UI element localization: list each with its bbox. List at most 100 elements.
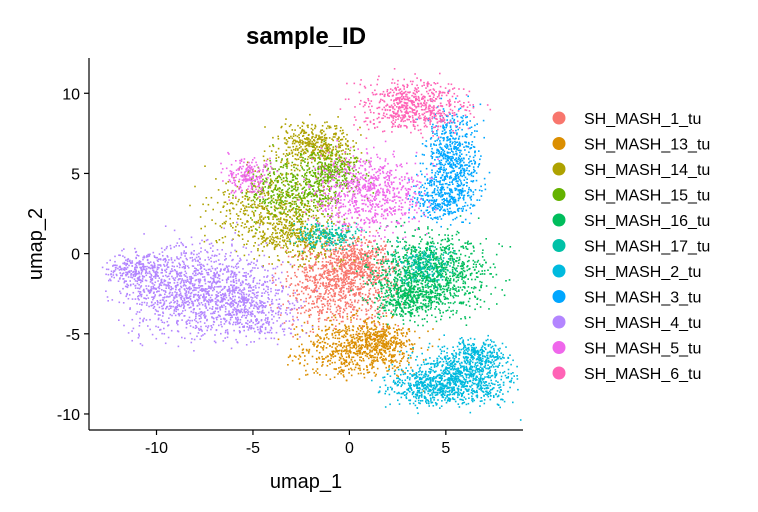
- data-point: [296, 228, 299, 230]
- data-point: [318, 161, 321, 163]
- data-point: [336, 138, 339, 140]
- data-point: [375, 291, 377, 293]
- data-point: [276, 207, 278, 210]
- data-point: [290, 124, 292, 126]
- data-point: [274, 243, 276, 246]
- data-point: [272, 279, 274, 282]
- data-point: [327, 177, 329, 179]
- data-point: [317, 157, 319, 159]
- data-point: [384, 260, 387, 263]
- data-point: [392, 266, 395, 269]
- data-point: [330, 271, 333, 273]
- data-point: [382, 315, 385, 317]
- data-point: [338, 279, 340, 282]
- data-point: [366, 353, 369, 356]
- data-point: [337, 151, 339, 154]
- data-point: [285, 139, 288, 141]
- data-point: [340, 253, 343, 255]
- data-point: [415, 281, 418, 284]
- data-point: [309, 243, 312, 245]
- data-point: [483, 269, 486, 272]
- data-point: [338, 160, 340, 162]
- data-point: [327, 157, 329, 159]
- data-point: [334, 355, 337, 357]
- data-point: [323, 154, 326, 157]
- data-point: [438, 303, 440, 305]
- data-point: [362, 256, 364, 259]
- data-point: [360, 254, 362, 257]
- data-point: [396, 280, 398, 283]
- data-point: [359, 336, 362, 338]
- data-point: [299, 132, 302, 135]
- data-point: [307, 202, 310, 205]
- data-point: [302, 251, 304, 254]
- data-point: [296, 221, 299, 223]
- data-point: [380, 287, 382, 290]
- data-point: [436, 296, 438, 299]
- data-point: [412, 277, 414, 279]
- data-point: [297, 208, 299, 210]
- data-point: [343, 308, 345, 310]
- data-point: [353, 293, 356, 295]
- data-point: [273, 248, 276, 251]
- data-point: [462, 301, 465, 303]
- data-point: [282, 231, 284, 234]
- data-point: [344, 142, 347, 145]
- data-point: [364, 265, 366, 268]
- data-point: [427, 305, 429, 308]
- data-point: [382, 273, 384, 276]
- data-point: [330, 154, 332, 156]
- data-point: [303, 263, 305, 266]
- data-point: [327, 167, 330, 170]
- data-point: [299, 264, 301, 266]
- data-point: [401, 353, 404, 355]
- data-point: [286, 240, 288, 242]
- data-point: [463, 286, 466, 288]
- data-point: [392, 254, 395, 257]
- data-point: [337, 305, 340, 308]
- data-point: [385, 315, 388, 317]
- data-point: [394, 253, 396, 256]
- data-point: [323, 248, 326, 251]
- data-point: [346, 274, 348, 277]
- data-point: [405, 244, 407, 247]
- data-point: [347, 161, 349, 163]
- data-point: [328, 144, 331, 146]
- data-point: [389, 291, 392, 293]
- data-point: [281, 208, 284, 210]
- data-point: [344, 159, 347, 161]
- data-point: [366, 244, 369, 247]
- data-point: [474, 286, 477, 289]
- data-point: [437, 242, 439, 244]
- data-point: [288, 229, 291, 232]
- data-point: [277, 259, 279, 261]
- data-point: [333, 257, 335, 260]
- data-point: [240, 208, 242, 210]
- data-point: [334, 351, 337, 353]
- data-point: [340, 279, 343, 281]
- data-point: [287, 255, 290, 258]
- data-point: [339, 245, 342, 247]
- data-point: [262, 187, 264, 190]
- data-point: [321, 149, 324, 152]
- data-point: [339, 370, 341, 373]
- data-point: [295, 141, 297, 143]
- data-point: [366, 261, 369, 263]
- data-point: [344, 365, 347, 367]
- data-point: [326, 242, 328, 244]
- data-point: [229, 212, 232, 215]
- data-point: [306, 149, 309, 152]
- data-point: [319, 336, 321, 338]
- data-point: [396, 361, 398, 363]
- data-point: [372, 301, 374, 304]
- data-point: [394, 323, 397, 326]
- data-point: [344, 256, 347, 258]
- data-point: [232, 238, 234, 240]
- data-point: [377, 292, 379, 294]
- data-point: [361, 260, 364, 262]
- data-point: [348, 362, 350, 365]
- data-point: [349, 272, 352, 274]
- data-point: [402, 356, 404, 359]
- data-point: [281, 285, 283, 287]
- data-point: [342, 371, 344, 373]
